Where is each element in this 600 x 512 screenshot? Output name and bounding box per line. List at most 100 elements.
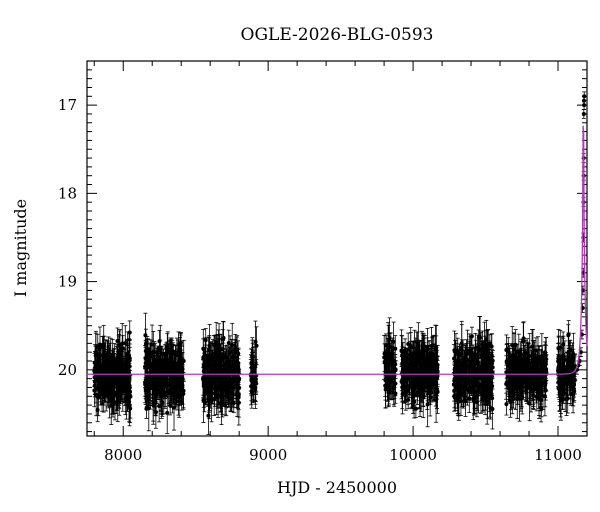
data-point bbox=[455, 348, 460, 382]
data-point bbox=[476, 329, 481, 366]
data-point bbox=[387, 361, 392, 400]
data-point bbox=[154, 347, 159, 390]
data-point bbox=[117, 330, 122, 361]
data-point bbox=[435, 360, 440, 392]
data-point bbox=[483, 340, 488, 387]
y-axis-label: I magnitude bbox=[11, 199, 30, 297]
y-axis: 17 18 19 20 bbox=[58, 69, 587, 433]
data-point bbox=[467, 379, 472, 403]
data-point bbox=[180, 357, 185, 381]
data-point bbox=[143, 368, 148, 397]
data-point bbox=[413, 353, 418, 389]
y-tick-label: 18 bbox=[58, 184, 77, 202]
data-point bbox=[383, 363, 388, 409]
data-point bbox=[582, 91, 587, 102]
y-tick-label: 19 bbox=[58, 273, 77, 291]
data-point bbox=[201, 359, 206, 396]
x-tick-label: 10000 bbox=[389, 446, 437, 464]
data-point bbox=[210, 363, 215, 404]
model-curve bbox=[87, 125, 588, 375]
data-point bbox=[163, 347, 168, 383]
data-point bbox=[513, 365, 518, 410]
data-point bbox=[169, 358, 174, 404]
y-tick-label: 17 bbox=[58, 96, 77, 114]
data-point bbox=[111, 372, 116, 414]
data-point bbox=[408, 341, 413, 377]
data-point bbox=[119, 362, 124, 401]
chart-title: OGLE-2026-BLG-0593 bbox=[241, 25, 434, 45]
data-point bbox=[415, 373, 420, 396]
data-point bbox=[226, 377, 231, 403]
data-point bbox=[566, 320, 571, 349]
data-point bbox=[126, 350, 131, 391]
data-point bbox=[237, 369, 242, 389]
x-tick-label: 11000 bbox=[534, 446, 582, 464]
data-point bbox=[490, 350, 495, 372]
data-point bbox=[486, 377, 491, 405]
data-point bbox=[175, 382, 180, 411]
x-tick-label: 8000 bbox=[104, 446, 142, 464]
data-point bbox=[512, 366, 517, 386]
data-point bbox=[230, 322, 235, 368]
data-point bbox=[161, 367, 166, 415]
data-point bbox=[177, 350, 182, 383]
data-point bbox=[530, 345, 535, 391]
data-point bbox=[144, 354, 149, 401]
data-point bbox=[423, 365, 428, 393]
data-point bbox=[556, 343, 561, 380]
data-point bbox=[399, 335, 404, 368]
data-point bbox=[421, 349, 426, 394]
data-point bbox=[93, 330, 98, 374]
data-point bbox=[250, 339, 255, 373]
data-point bbox=[478, 316, 483, 360]
x-axis-label: HJD - 2450000 bbox=[277, 478, 397, 497]
data-point bbox=[428, 372, 433, 393]
data-point bbox=[415, 342, 420, 371]
data-point bbox=[108, 337, 113, 380]
data-point bbox=[434, 325, 439, 370]
data-point bbox=[105, 367, 110, 397]
data-point bbox=[401, 353, 406, 391]
data-point bbox=[581, 109, 586, 119]
data-points bbox=[92, 91, 587, 436]
data-point bbox=[412, 329, 417, 376]
y-tick-label: 20 bbox=[58, 361, 77, 379]
data-point bbox=[253, 363, 258, 395]
data-point bbox=[221, 342, 226, 374]
data-point bbox=[434, 377, 439, 423]
data-point bbox=[543, 341, 548, 363]
data-point bbox=[454, 371, 459, 394]
data-point bbox=[571, 382, 576, 407]
data-point bbox=[172, 350, 177, 391]
data-point bbox=[490, 382, 495, 414]
data-point bbox=[519, 376, 524, 410]
data-point bbox=[457, 362, 462, 395]
data-point bbox=[232, 369, 237, 392]
data-point bbox=[521, 344, 526, 376]
data-point bbox=[471, 359, 476, 386]
data-point bbox=[218, 368, 223, 412]
data-point bbox=[418, 374, 423, 417]
data-point bbox=[476, 361, 481, 397]
data-point bbox=[464, 348, 469, 371]
data-point bbox=[472, 352, 477, 383]
data-point bbox=[225, 358, 230, 381]
data-point bbox=[532, 341, 537, 378]
data-point bbox=[165, 358, 170, 385]
data-point bbox=[560, 358, 565, 401]
data-point bbox=[467, 351, 472, 383]
data-point bbox=[426, 345, 431, 372]
data-point bbox=[388, 332, 393, 377]
data-point bbox=[160, 366, 165, 390]
data-point bbox=[485, 381, 490, 425]
data-point bbox=[570, 350, 575, 380]
data-point bbox=[204, 353, 209, 381]
data-point bbox=[215, 340, 220, 383]
data-point bbox=[177, 384, 182, 418]
data-point bbox=[479, 357, 484, 401]
data-point bbox=[114, 361, 119, 406]
data-point bbox=[221, 369, 226, 407]
x-axis: 8000 9000 10000 11000 bbox=[93, 61, 588, 464]
data-point bbox=[391, 370, 396, 406]
